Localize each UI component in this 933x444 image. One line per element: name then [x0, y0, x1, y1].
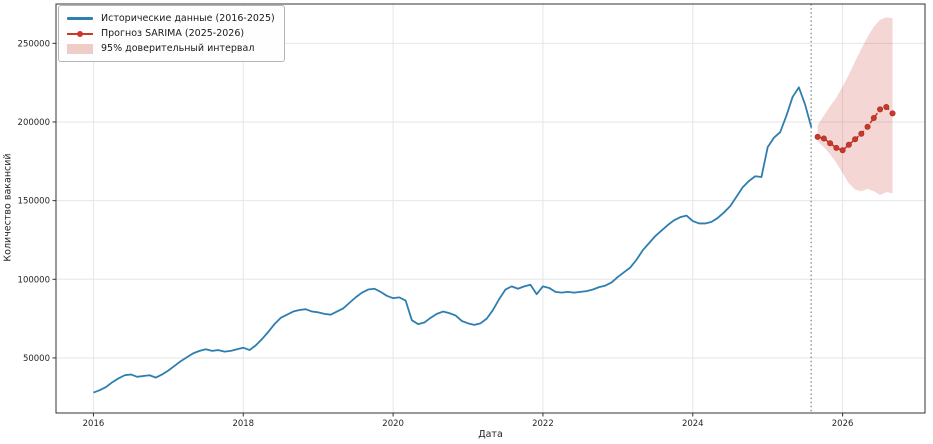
- forecast-point: [833, 144, 840, 151]
- legend-item-forecast: Прогноз SARIMA (2025-2026): [67, 26, 275, 41]
- y-tick-label: 200000: [18, 118, 50, 128]
- y-tick-label: 150000: [18, 197, 50, 207]
- forecast-point: [814, 133, 821, 140]
- forecast-point: [864, 123, 871, 130]
- x-tick-label: 2022: [532, 419, 554, 429]
- x-tick-label: 2024: [682, 419, 704, 429]
- forecast-point: [877, 106, 884, 113]
- x-axis-label: Дата: [478, 429, 503, 440]
- forecast-point: [845, 141, 852, 148]
- forecast-point: [820, 135, 827, 142]
- forecast-point: [852, 136, 859, 143]
- forecast-point: [870, 115, 877, 122]
- confidence-band-swatch: [67, 43, 93, 54]
- historical-line: [93, 86, 813, 394]
- confidence-band: [817, 17, 893, 196]
- forecast-point: [839, 147, 846, 154]
- x-tick-label: 2018: [232, 419, 254, 429]
- legend-item-historical: Исторические данные (2016-2025): [67, 11, 275, 26]
- legend-label-forecast: Прогноз SARIMA (2025-2026): [101, 27, 245, 39]
- plot-frame: [55, 3, 926, 414]
- y-tick-label: 50000: [23, 354, 50, 364]
- legend-label-confidence: 95% доверительный интервал: [101, 42, 255, 54]
- x-tick-label: 2020: [382, 419, 404, 429]
- y-tick-label: 100000: [18, 275, 50, 285]
- forecast-point: [827, 140, 834, 147]
- forecast-point: [889, 110, 896, 117]
- forecast-line-swatch: [67, 30, 93, 37]
- x-tick-label: 2016: [83, 419, 105, 429]
- y-axis-label: Количество вакансий: [2, 153, 14, 262]
- x-tick-label: 2026: [832, 419, 854, 429]
- legend-label-historical: Исторические данные (2016-2025): [101, 12, 275, 24]
- y-tick-label: 250000: [18, 39, 50, 49]
- forecast-point: [858, 130, 865, 137]
- legend: Исторические данные (2016-2025) Прогноз …: [58, 5, 285, 62]
- legend-item-confidence: 95% доверительный интервал: [67, 41, 275, 56]
- historical-line-swatch: [67, 17, 93, 20]
- forecast-point: [883, 104, 890, 111]
